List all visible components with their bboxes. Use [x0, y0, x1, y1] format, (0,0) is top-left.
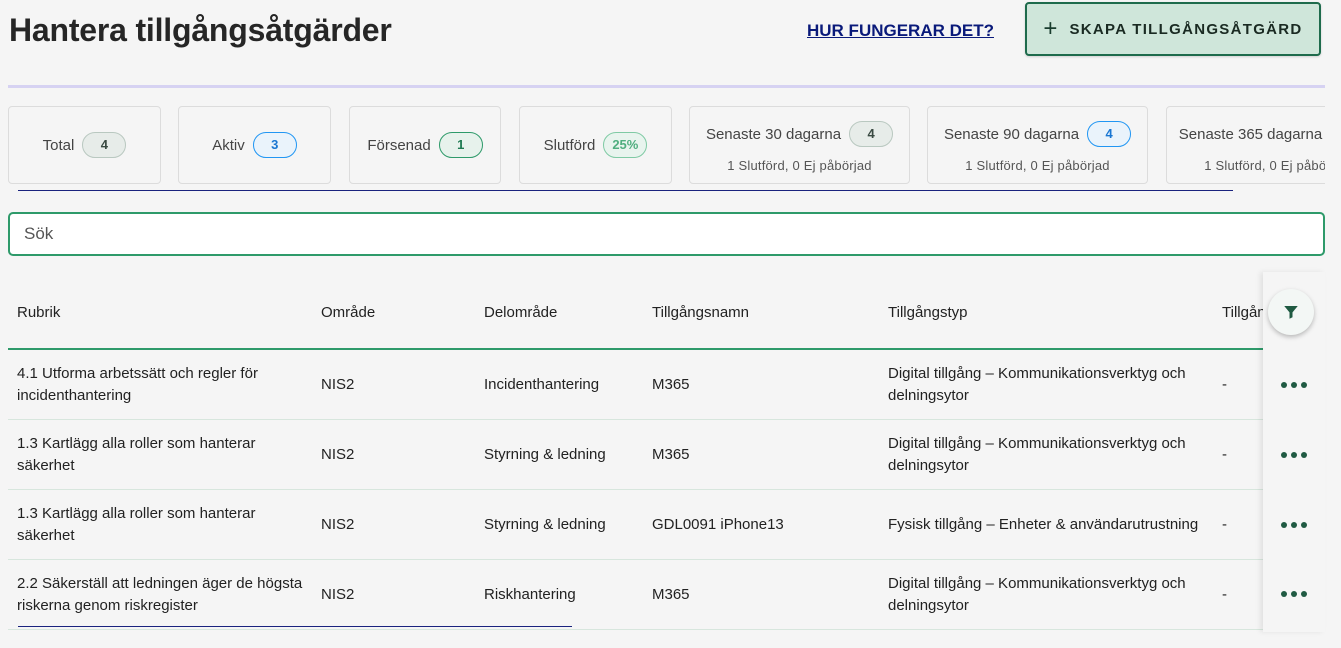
- stat-label: Senaste 365 dagarna: [1178, 125, 1323, 143]
- stat-card-active[interactable]: Aktiv 3: [178, 106, 331, 184]
- stat-count-badge: 4: [849, 121, 894, 147]
- column-header-tillgangsagare[interactable]: Tillgångsägare: [1213, 276, 1263, 350]
- stat-card-last-30-days[interactable]: Senaste 30 dagarna 4 1 Slutförd, 0 Ej på…: [689, 106, 910, 184]
- stat-card-last-90-days[interactable]: Senaste 90 dagarna 4 1 Slutförd, 0 Ej på…: [927, 106, 1148, 184]
- cell-omrade: NIS2: [312, 489, 475, 560]
- table-row[interactable]: 4.1 Utforma arbetssätt och regler för in…: [8, 349, 1263, 420]
- cell-tillgangsagare: -: [1213, 489, 1263, 560]
- more-horizontal-icon[interactable]: [1276, 445, 1312, 465]
- stat-card-delayed[interactable]: Försenad 1: [349, 106, 501, 184]
- column-header-tillgangsnamn[interactable]: Tillgångsnamn: [643, 276, 879, 350]
- cell-tillgangstyp: Digital tillgång – Kommunikationsverktyg…: [879, 349, 1213, 420]
- header-divider: [8, 85, 1325, 88]
- cell-rubrik: 2.2 Säkerställ att ledningen äger de hög…: [8, 559, 312, 630]
- cell-rubrik: 4.1 Utforma arbetssätt och regler för in…: [8, 349, 312, 420]
- stat-count-badge: 3: [252, 132, 297, 158]
- stat-label: Senaste 90 dagarna: [943, 125, 1080, 143]
- stat-subtext: 1 Slutförd, 0 Ej påbörjad: [965, 158, 1110, 173]
- stat-card-total[interactable]: Total 4: [8, 106, 161, 184]
- cell-tillgangsnamn: M365: [643, 349, 879, 420]
- cell-tillgangsnamn: GDL0091 iPhone13: [643, 489, 879, 560]
- filter-button[interactable]: [1268, 289, 1314, 335]
- cell-delomrade: Incidenthantering: [475, 349, 643, 420]
- cell-tillgangsagare: -: [1213, 559, 1263, 630]
- cell-tillgangstyp: Digital tillgång – Kommunikationsverktyg…: [879, 419, 1213, 490]
- cell-delomrade: Riskhantering: [475, 559, 643, 630]
- cell-omrade: NIS2: [312, 559, 475, 630]
- cell-tillgangsagare: -: [1213, 349, 1263, 420]
- column-header-tillgangstyp[interactable]: Tillgångstyp: [879, 276, 1213, 350]
- cell-tillgangstyp: Digital tillgång – Kommunikationsverktyg…: [879, 559, 1213, 630]
- stat-card-last-365-days[interactable]: Senaste 365 dagarna 4 1 Slutförd, 0 Ej p…: [1166, 106, 1325, 184]
- cell-tillgangsnamn: M365: [643, 559, 879, 630]
- cell-omrade: NIS2: [312, 419, 475, 490]
- cell-omrade: NIS2: [312, 349, 475, 420]
- stat-label: Total: [42, 136, 75, 154]
- stat-subtext: 1 Slutförd, 0 Ej påbörjad: [727, 158, 872, 173]
- stat-count-badge: 4: [82, 132, 127, 158]
- table-scrollbar[interactable]: [18, 626, 572, 627]
- stat-subtext: 1 Slutförd, 0 Ej påbörjad: [1204, 158, 1325, 173]
- stat-label: Slutförd: [543, 136, 596, 154]
- stat-label: Aktiv: [212, 136, 245, 154]
- stat-card-completed[interactable]: Slutförd 25%: [519, 106, 672, 184]
- how-it-works-link[interactable]: HUR FUNGERAR DET?: [807, 21, 994, 40]
- filter-icon: [1284, 306, 1298, 319]
- stats-row: Total 4 Aktiv 3 Försenad 1 Slutförd 25% …: [0, 106, 1325, 188]
- table-row[interactable]: 1.3 Kartlägg alla roller som hanterar sä…: [8, 489, 1263, 560]
- cell-tillgangsnamn: M365: [643, 419, 879, 490]
- cell-delomrade: Styrning & ledning: [475, 419, 643, 490]
- create-asset-action-button[interactable]: + SKAPA TILLGÅNGSÅTGÄRD: [1025, 2, 1321, 56]
- cell-tillgangstyp: Fysisk tillgång – Enheter & användarutru…: [879, 489, 1213, 560]
- plus-icon: +: [1043, 15, 1058, 42]
- column-header-delomrade[interactable]: Delområde: [475, 276, 643, 350]
- stat-label: Försenad: [367, 136, 431, 154]
- column-header-omrade[interactable]: Område: [312, 276, 475, 350]
- column-header-rubrik[interactable]: Rubrik: [8, 276, 312, 350]
- table-row[interactable]: 1.3 Kartlägg alla roller som hanterar sä…: [8, 419, 1263, 490]
- stats-scrollbar[interactable]: [18, 190, 1233, 191]
- stat-label: Senaste 30 dagarna: [705, 125, 842, 143]
- cell-rubrik: 1.3 Kartlägg alla roller som hanterar sä…: [8, 419, 312, 490]
- table-header-row: Rubrik Område Delområde Tillgångsnamn Ti…: [8, 276, 1263, 350]
- more-horizontal-icon[interactable]: [1276, 584, 1312, 604]
- page-title: Hantera tillgångsåtgärder: [9, 12, 392, 48]
- more-horizontal-icon[interactable]: [1276, 375, 1312, 395]
- cell-delomrade: Styrning & ledning: [475, 489, 643, 560]
- create-button-label: SKAPA TILLGÅNGSÅTGÄRD: [1069, 20, 1303, 38]
- actions-table: Rubrik Område Delområde Tillgångsnamn Ti…: [8, 276, 1263, 632]
- stat-count-badge: 1: [438, 132, 483, 158]
- more-horizontal-icon[interactable]: [1276, 515, 1312, 535]
- cell-rubrik: 1.3 Kartlägg alla roller som hanterar sä…: [8, 489, 312, 560]
- cell-tillgangsagare: -: [1213, 419, 1263, 490]
- search-input[interactable]: [8, 212, 1325, 256]
- table-row[interactable]: 2.2 Säkerställ att ledningen äger de hög…: [8, 559, 1263, 630]
- stat-count-badge: 4: [1087, 121, 1132, 147]
- stat-percent-badge: 25%: [603, 132, 648, 158]
